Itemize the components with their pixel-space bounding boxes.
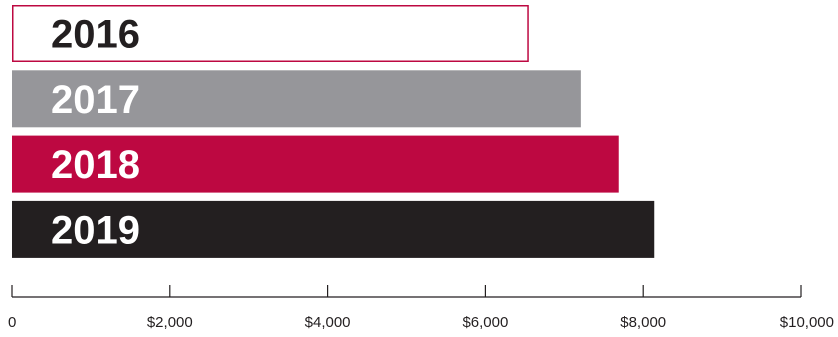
x-tick-label-2000: $2,000 [147, 314, 193, 331]
x-tick-label-4000: $4,000 [305, 314, 351, 331]
bar-label-2019: 2019 [51, 208, 140, 252]
bar-2017 [12, 70, 581, 128]
x-tick-label-8000: $8,000 [620, 314, 666, 331]
x-tick-label-0: 0 [8, 314, 16, 331]
bar-label-2016: 2016 [51, 13, 140, 57]
bar-label-2017: 2017 [51, 78, 140, 122]
bars-group [12, 5, 655, 258]
x-tick-label-10000: $10,000 [780, 314, 834, 331]
x-tick-label-6000: $6,000 [462, 314, 508, 331]
x-axis-tick-labels: 0 $2,000 $4,000 $6,000 $8,000 $10,000 [8, 314, 834, 331]
bar-2018 [12, 135, 619, 193]
bar-labels-group: 2016 2017 2018 2019 [51, 13, 140, 253]
bar-label-2018: 2018 [51, 143, 140, 187]
x-axis-ticks [11, 285, 802, 297]
bar-2019 [12, 200, 655, 258]
bar-2016 [12, 5, 529, 62]
